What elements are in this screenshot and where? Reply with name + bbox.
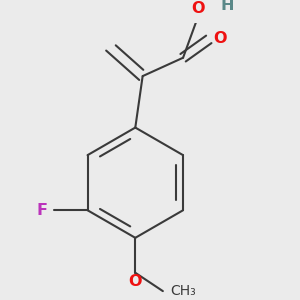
Text: CH₃: CH₃ xyxy=(170,284,196,298)
Text: O: O xyxy=(213,31,227,46)
Text: O: O xyxy=(128,274,142,289)
Text: H: H xyxy=(221,0,234,13)
Text: O: O xyxy=(191,2,205,16)
Text: F: F xyxy=(36,203,47,218)
